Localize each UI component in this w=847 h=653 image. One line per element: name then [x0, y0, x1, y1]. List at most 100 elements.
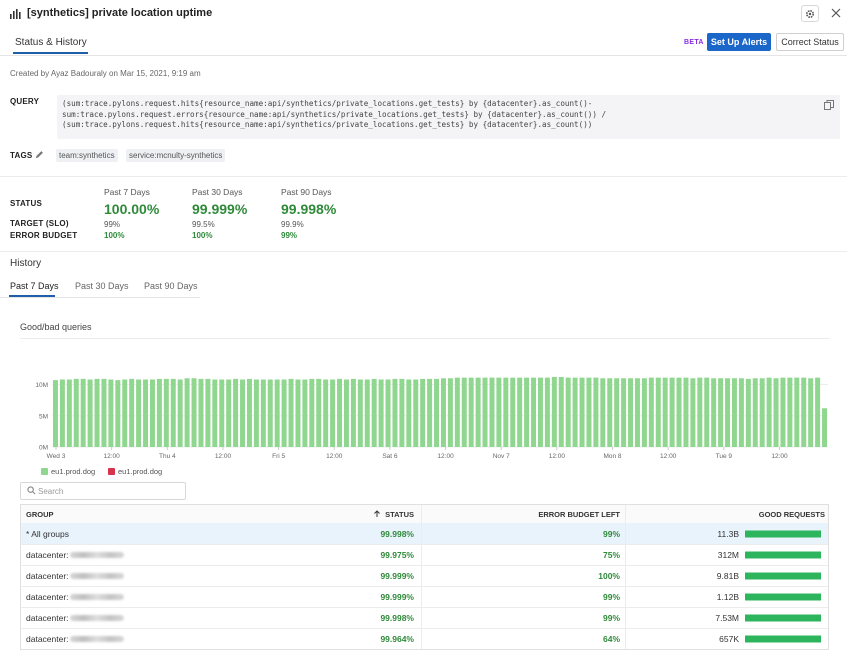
- table-row[interactable]: datacenter: 99.999% 99% 1.12B: [21, 586, 828, 607]
- group-cell: datacenter:: [26, 629, 124, 649]
- column-divider: [625, 523, 626, 544]
- good-requests-cell: 312M: [631, 545, 825, 565]
- column-header-budget[interactable]: ERROR BUDGET LEFT: [538, 509, 620, 519]
- settings-button[interactable]: [801, 5, 819, 22]
- tab-past-90-days[interactable]: Past 90 Days: [144, 281, 198, 291]
- tags-label: TAGS: [10, 151, 33, 160]
- status-cell: 99.999%: [380, 571, 414, 581]
- chart-bar: [66, 379, 72, 447]
- chart-bar: [267, 379, 273, 447]
- tag-chip[interactable]: service:mcnulty-synthetics: [126, 149, 226, 162]
- sort-arrow-up-icon: [374, 510, 380, 517]
- x-tick-label: 12:00: [104, 453, 121, 460]
- chart-bar: [628, 378, 634, 447]
- chart-bar: [731, 378, 737, 447]
- chart-bar: [184, 378, 190, 447]
- chart-bar: [233, 378, 239, 448]
- chart-bar: [759, 378, 765, 447]
- redacted-value: [69, 573, 124, 579]
- chart-bar: [718, 378, 724, 447]
- chart-bars-icon: [10, 9, 21, 19]
- chart-bar: [399, 378, 405, 448]
- chart-bar: [725, 378, 731, 447]
- chart-bar: [364, 379, 370, 447]
- correct-status-button[interactable]: Correct Status: [776, 33, 844, 51]
- x-tick-label: Nov 7: [493, 453, 510, 460]
- chart-bar: [662, 377, 668, 448]
- table-row[interactable]: datacenter: 99.998% 99% 7.53M: [21, 607, 828, 628]
- chart-bar: [288, 378, 294, 448]
- column-divider: [625, 505, 626, 523]
- chart-bar: [427, 378, 433, 448]
- budget-value: 100%: [104, 231, 125, 240]
- y-tick-label: 10M: [35, 382, 48, 389]
- group-name: datacenter:: [26, 634, 69, 644]
- setup-alerts-button[interactable]: Set Up Alerts: [707, 33, 771, 51]
- chart-bar: [385, 379, 391, 447]
- chart-bar: [434, 378, 440, 448]
- column-header-group[interactable]: GROUP: [26, 509, 54, 519]
- chart-bar: [122, 379, 128, 447]
- good-requests-cell: 1.12B: [631, 587, 825, 607]
- group-name: * All groups: [26, 528, 69, 539]
- good-requests-bar: [745, 572, 821, 580]
- column-divider: [625, 545, 626, 565]
- tag-chip[interactable]: team:synthetics: [56, 149, 118, 162]
- group-name: datacenter:: [26, 571, 69, 581]
- x-tick-label: 12:00: [215, 453, 232, 460]
- column-divider: [421, 545, 422, 565]
- query-line: sum:trace.pylons.request.errors{resource…: [62, 109, 607, 119]
- column-header-status[interactable]: STATUS: [331, 505, 414, 523]
- chart-bar: [302, 379, 308, 447]
- chart-bar: [337, 378, 343, 448]
- status-value: 100.00%: [104, 201, 160, 217]
- good-requests-bar: [745, 551, 821, 559]
- table-row[interactable]: datacenter: 99.964% 64% 657K: [21, 628, 828, 649]
- budget-value: 99%: [281, 231, 298, 240]
- status-cell: 99.998%: [380, 613, 414, 623]
- good-requests-value: 1.12B: [716, 592, 739, 602]
- chart-bar: [745, 378, 751, 448]
- chart-bar: [461, 377, 467, 448]
- table-row[interactable]: datacenter: 99.975% 75% 312M: [21, 544, 828, 565]
- tab-past-30-days[interactable]: Past 30 Days: [75, 281, 129, 291]
- chart-bar: [683, 377, 689, 448]
- status-label: STATUS: [10, 199, 43, 208]
- column-divider: [421, 566, 422, 586]
- column-header-good[interactable]: GOOD REQUESTS: [758, 509, 825, 519]
- chart-bar: [87, 379, 93, 447]
- good-requests-bar: [745, 593, 821, 601]
- beta-badge: BETA: [684, 39, 704, 46]
- pencil-icon[interactable]: [35, 150, 44, 159]
- chart-bar: [420, 378, 426, 448]
- search-input[interactable]: [38, 485, 178, 497]
- chart-bar: [669, 377, 675, 448]
- status-value: 99.999%: [192, 201, 248, 217]
- budget-cell: 99%: [602, 592, 620, 602]
- budget-cell: 100%: [598, 571, 620, 581]
- good-requests-bar: [745, 530, 821, 537]
- tab-status-history[interactable]: Status & History: [15, 37, 87, 48]
- column-divider: [625, 566, 626, 586]
- column-divider: [421, 629, 422, 649]
- table-row[interactable]: datacenter: 99.999% 100% 9.81B: [21, 565, 828, 586]
- chart-bar: [101, 378, 107, 448]
- chart-bar: [766, 377, 772, 448]
- chart-bar: [240, 379, 246, 447]
- group-cell: datacenter:: [26, 545, 124, 565]
- chart-bar: [59, 379, 65, 447]
- page-title: [synthetics] private location uptime: [27, 7, 213, 19]
- close-button[interactable]: [828, 5, 844, 21]
- copy-icon[interactable]: [824, 100, 834, 110]
- chart-bar: [316, 378, 322, 448]
- tab-past-7-days[interactable]: Past 7 Days: [10, 281, 59, 291]
- chart-bar: [212, 379, 218, 447]
- chart-bar: [274, 379, 280, 447]
- divider: [0, 251, 847, 252]
- table-row[interactable]: * All groups 99.998% 99% 11.3B: [21, 523, 828, 544]
- divider: [0, 176, 847, 177]
- chart-bar: [607, 378, 613, 447]
- chart-bar: [544, 377, 550, 448]
- legend-swatch-good: [41, 468, 48, 475]
- history-title: History: [10, 258, 42, 269]
